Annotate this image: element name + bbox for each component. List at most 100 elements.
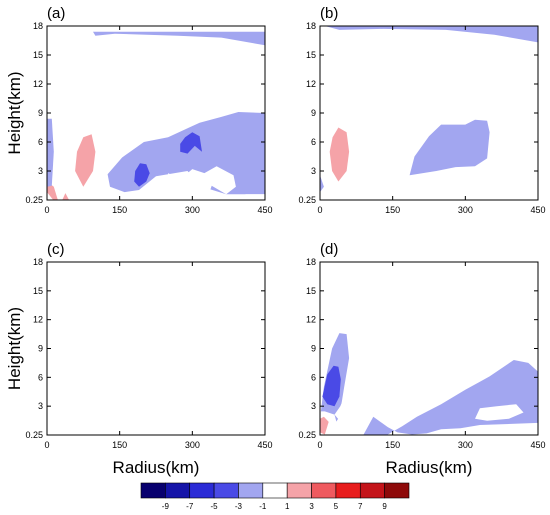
colorbar-label: 9 — [382, 502, 387, 511]
y-tick-label: 12 — [306, 315, 316, 325]
colorbar-cell — [262, 482, 288, 499]
y-tick-label: 3 — [311, 401, 316, 411]
contour-region-7 — [320, 416, 329, 435]
y-tick-label: 15 — [33, 286, 43, 296]
colorbar-label: 3 — [309, 502, 314, 511]
x-tick-label: 150 — [112, 440, 127, 450]
colorbar-label: 5 — [334, 502, 339, 511]
contour-region-1 — [47, 31, 265, 193]
contour-region-3 — [120, 192, 154, 200]
y-tick-label: 0.25 — [298, 430, 316, 440]
colorbar-label: -5 — [211, 502, 219, 511]
colorbar-cell — [286, 482, 312, 499]
colorbar-label: -3 — [235, 502, 243, 511]
x-tick-label: 300 — [185, 205, 200, 215]
x-tick-label: 450 — [257, 440, 272, 450]
x-tick-label: 150 — [385, 205, 400, 215]
y-tick-label: 15 — [306, 286, 316, 296]
colorbar-label: -1 — [259, 502, 267, 511]
x-tick-label: 0 — [44, 440, 49, 450]
contour-region-3 — [320, 175, 324, 193]
contour-region-5 — [409, 119, 490, 176]
panel-label: (a) — [47, 5, 65, 22]
x-tick-label: 300 — [458, 440, 473, 450]
y-axis-title: Height(km) — [5, 71, 24, 154]
white-gap-1 — [168, 166, 236, 200]
y-tick-label: 3 — [38, 166, 43, 176]
x-tick-label: 450 — [530, 440, 545, 450]
y-tick-label: 18 — [33, 257, 43, 267]
colorbar-label: -9 — [162, 502, 170, 511]
colorbar-cell — [384, 482, 410, 499]
x-axis-title: Radius(km) — [113, 458, 200, 477]
x-tick-label: 450 — [530, 205, 545, 215]
colorbar-cell — [238, 482, 264, 499]
y-tick-label: 12 — [306, 79, 316, 89]
colorbar-label: -7 — [186, 502, 194, 511]
y-tick-label: 12 — [33, 315, 43, 325]
contour-region-4 — [324, 26, 538, 43]
x-tick-label: 300 — [185, 440, 200, 450]
white-gap-1 — [340, 79, 345, 89]
y-tick-label: 3 — [311, 166, 316, 176]
colorbar-cell — [311, 482, 337, 499]
contour-region-8 — [75, 134, 96, 187]
y-tick-label: 0.25 — [25, 430, 43, 440]
y-tick-label: 12 — [33, 79, 43, 89]
y-tick-label: 9 — [38, 344, 43, 354]
panel-a: 0 150 300 450 0.25 3 6 9 12 15 18 (a) Height(km) — [5, 5, 273, 215]
contour-region-5 — [334, 390, 358, 427]
x-tick-label: 0 — [317, 205, 322, 215]
y-tick-label: 9 — [38, 108, 43, 118]
panel-label: (c) — [47, 241, 65, 258]
y-tick-label: 6 — [311, 137, 316, 147]
contour-region-12 — [47, 118, 54, 187]
colorbar-cell — [359, 482, 385, 499]
panel-d: 0 150 300 450 0.25 3 6 9 12 15 18 (d) Radius(km) — [298, 241, 545, 477]
x-tick-label: 450 — [257, 205, 272, 215]
x-tick-label: 0 — [317, 440, 322, 450]
y-tick-label: 6 — [311, 372, 316, 382]
x-tick-label: 150 — [112, 205, 127, 215]
y-tick-label: 18 — [306, 257, 316, 267]
colorbar: -9 -7 -5 -3 -1 1 3 5 7 9 — [140, 482, 410, 511]
x-tick-label: 0 — [44, 205, 49, 215]
y-tick-label: 9 — [311, 344, 316, 354]
white-gap-1 — [475, 404, 524, 421]
panel-label: (b) — [320, 5, 338, 22]
x-tick-label: 300 — [458, 205, 473, 215]
y-tick-label: 0.25 — [25, 195, 43, 205]
colorbar-label: 1 — [285, 502, 290, 511]
contour-region-14 — [134, 163, 150, 187]
y-tick-label: 15 — [306, 50, 316, 60]
x-tick-label: 150 — [385, 440, 400, 450]
contour-region-10 — [62, 193, 69, 200]
contour-region-7 — [119, 113, 130, 120]
colorbar-cell — [335, 482, 361, 499]
panel-label: (d) — [320, 241, 338, 258]
y-tick-label: 6 — [38, 372, 43, 382]
colorbar-label: 7 — [358, 502, 363, 511]
y-tick-label: 18 — [306, 21, 316, 31]
x-axis-title: Radius(km) — [386, 458, 473, 477]
y-axis-title: Height(km) — [5, 307, 24, 390]
colorbar-cell — [165, 482, 191, 499]
colorbar-cell — [213, 482, 239, 499]
panel-c: 0 150 300 450 0.25 3 6 9 12 15 18 (c) Height(km) Radi… — [5, 241, 273, 477]
y-tick-label: 3 — [38, 401, 43, 411]
y-tick-label: 9 — [311, 108, 316, 118]
contour-region-6 — [122, 127, 134, 138]
y-tick-label: 0.25 — [298, 195, 316, 205]
contour-region-2 — [322, 365, 341, 407]
y-tick-label: 6 — [38, 137, 43, 147]
contour-region-1 — [320, 29, 538, 195]
colorbar-cell — [189, 482, 215, 499]
y-tick-label: 18 — [33, 21, 43, 31]
y-tick-label: 15 — [33, 50, 43, 60]
panel-b: 0 150 300 450 0.25 3 6 9 12 15 18 (b) — [298, 5, 545, 215]
white-gap-2 — [238, 194, 265, 200]
contour-region-2 — [329, 127, 350, 182]
contour-region-15 — [180, 132, 202, 154]
colorbar-cell — [140, 482, 166, 499]
